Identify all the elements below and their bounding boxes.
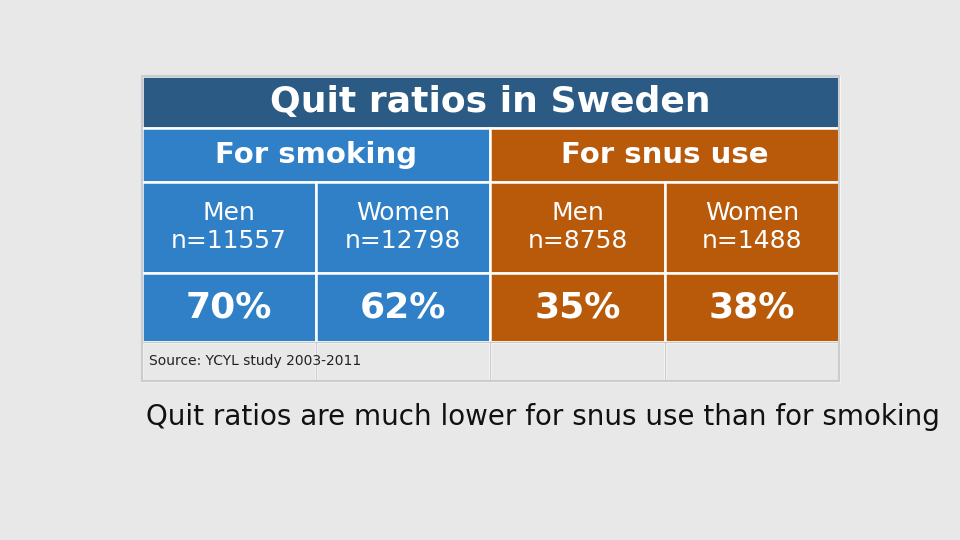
Text: 70%: 70% xyxy=(185,291,272,325)
FancyBboxPatch shape xyxy=(665,273,839,342)
Text: For smoking: For smoking xyxy=(215,141,418,169)
FancyBboxPatch shape xyxy=(491,342,665,381)
FancyBboxPatch shape xyxy=(491,273,665,342)
FancyBboxPatch shape xyxy=(142,128,491,182)
Text: 35%: 35% xyxy=(535,291,621,325)
FancyBboxPatch shape xyxy=(316,342,491,381)
Text: Women
n=12798: Women n=12798 xyxy=(345,201,462,253)
FancyBboxPatch shape xyxy=(491,182,665,273)
Text: Men
n=11557: Men n=11557 xyxy=(171,201,287,253)
FancyBboxPatch shape xyxy=(316,182,491,273)
FancyBboxPatch shape xyxy=(665,342,839,381)
Text: Women
n=1488: Women n=1488 xyxy=(702,201,803,253)
FancyBboxPatch shape xyxy=(491,128,839,182)
Text: Quit ratios in Sweden: Quit ratios in Sweden xyxy=(270,85,710,119)
FancyBboxPatch shape xyxy=(142,342,316,381)
Text: Men
n=8758: Men n=8758 xyxy=(527,201,628,253)
FancyBboxPatch shape xyxy=(142,76,839,128)
FancyBboxPatch shape xyxy=(142,273,316,342)
Text: Source: YCYL study 2003-2011: Source: YCYL study 2003-2011 xyxy=(150,354,362,368)
FancyBboxPatch shape xyxy=(665,182,839,273)
FancyBboxPatch shape xyxy=(316,273,491,342)
Text: 62%: 62% xyxy=(360,291,446,325)
FancyBboxPatch shape xyxy=(142,182,316,273)
Text: Quit ratios are much lower for snus use than for smoking: Quit ratios are much lower for snus use … xyxy=(146,403,940,431)
Text: 38%: 38% xyxy=(708,291,795,325)
Text: For snus use: For snus use xyxy=(561,141,769,169)
